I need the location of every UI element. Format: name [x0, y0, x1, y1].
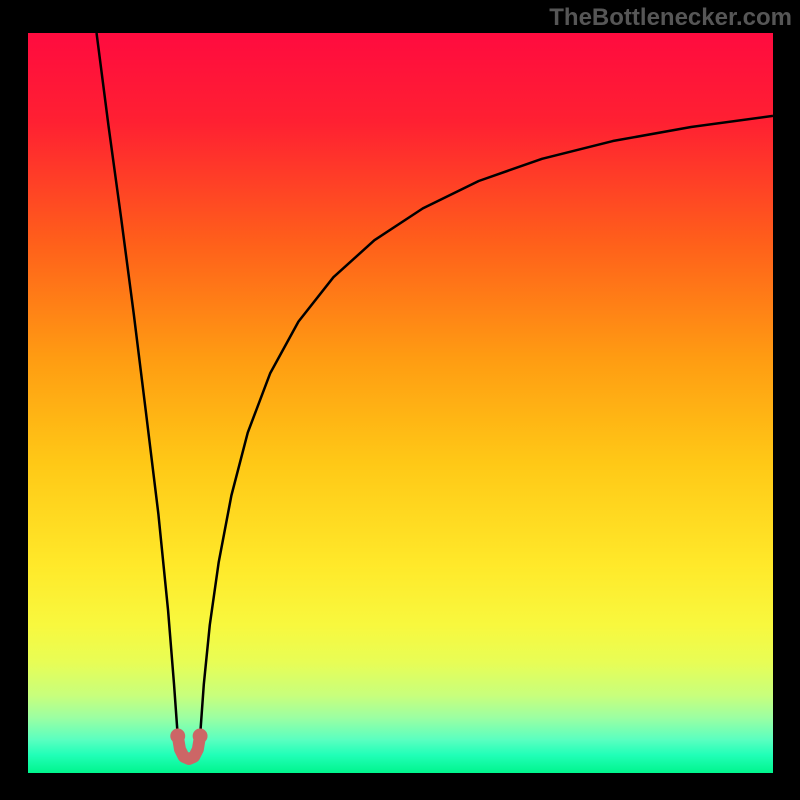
- chart-curves-svg: [28, 33, 773, 773]
- valley-dot-right: [193, 729, 208, 744]
- curve-right: [200, 116, 773, 736]
- chart-plot-area: [28, 33, 773, 773]
- watermark-text: TheBottlenecker.com: [549, 4, 792, 32]
- valley-dot-left: [170, 729, 185, 744]
- curve-left: [97, 33, 178, 736]
